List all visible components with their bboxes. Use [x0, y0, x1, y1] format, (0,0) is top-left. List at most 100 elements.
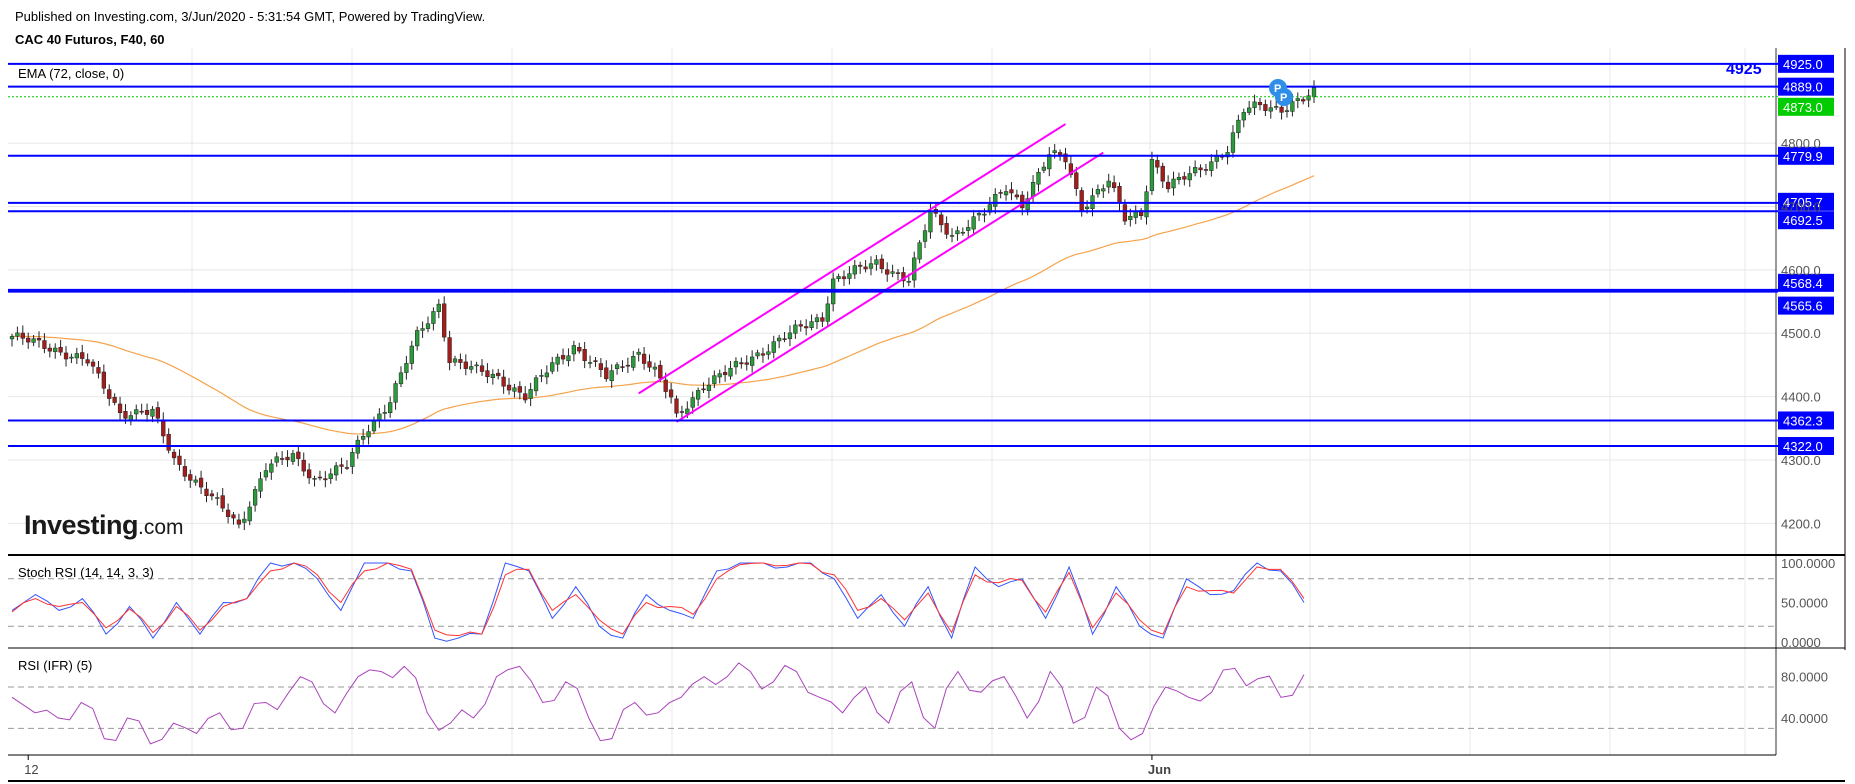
candle-body	[874, 259, 879, 265]
candle-body	[323, 478, 328, 481]
candle-body	[247, 506, 252, 522]
candle-body	[350, 452, 355, 467]
candle-body	[733, 361, 739, 368]
candle-body	[798, 324, 803, 327]
candle-body	[820, 317, 825, 322]
candle-body	[722, 372, 728, 376]
y-tick-label: 80.0000	[1781, 670, 1828, 685]
candle-body	[971, 216, 976, 230]
candle-body	[550, 362, 555, 372]
rsi-pane: 40.0000 80.0000 RSI (IFR) (5)	[8, 658, 1828, 745]
candle-body	[652, 366, 658, 370]
logo-brand: Investing	[24, 510, 139, 540]
candle-body	[63, 352, 69, 360]
candle-body	[1257, 101, 1263, 106]
level-tag	[1778, 411, 1834, 430]
x-tick-label: Jun	[1148, 762, 1171, 777]
candle-body	[506, 384, 512, 391]
ema-line	[11, 175, 1315, 435]
candle-body	[1160, 165, 1165, 182]
candle-body	[782, 338, 787, 340]
candle-body	[301, 459, 306, 472]
price-tag-top: 4925	[1726, 61, 1762, 78]
candle-body	[631, 356, 636, 368]
candle-body	[944, 223, 949, 235]
candle-body	[1063, 153, 1068, 163]
candle-body	[1079, 190, 1084, 211]
candle-body	[161, 419, 166, 437]
y-tick-label: 4500.0	[1781, 326, 1821, 341]
candle-body	[1295, 98, 1300, 101]
candle-body	[668, 389, 674, 398]
candle-body	[431, 311, 436, 324]
candle-body	[20, 332, 25, 339]
candle-body	[242, 518, 247, 523]
candle-body	[1209, 161, 1214, 171]
candle-body	[1193, 167, 1198, 174]
candle-body	[982, 213, 987, 216]
candle-body	[501, 376, 506, 387]
candle-body	[917, 242, 922, 260]
candle-body	[382, 412, 387, 414]
ema-label: EMA (72, close, 0)	[18, 66, 124, 81]
pane-title: Stoch RSI (14, 14, 3, 3)	[18, 565, 154, 580]
candle-body	[296, 451, 301, 459]
candle-body	[598, 363, 604, 370]
candle-body	[771, 341, 776, 353]
candle-body	[955, 230, 960, 235]
candle-body	[496, 372, 501, 377]
candle-body	[1074, 172, 1079, 189]
candle-body	[1171, 178, 1176, 189]
candle-body	[912, 257, 917, 281]
candle-body	[523, 393, 528, 401]
candle-body	[1236, 119, 1241, 133]
candle-body	[96, 367, 101, 374]
candle-body	[1311, 87, 1317, 98]
level-tag-label: 4692.5	[1783, 213, 1823, 228]
candle-body	[334, 465, 339, 476]
candle-body	[1025, 198, 1030, 211]
level-tag	[1778, 436, 1834, 455]
candle-body	[485, 370, 490, 377]
candle-body	[1187, 173, 1192, 181]
candle-body	[85, 359, 90, 364]
candle-body	[1068, 163, 1074, 175]
candle-body	[409, 345, 414, 364]
candle-body	[139, 410, 144, 413]
candle-body	[609, 370, 614, 381]
candle-body	[80, 352, 85, 359]
candle-body	[425, 323, 431, 329]
candle-body	[236, 519, 242, 525]
candle-body	[712, 375, 717, 384]
candle-body	[415, 330, 420, 347]
candle-body	[279, 458, 285, 460]
candle-body	[1133, 211, 1138, 218]
candle-body	[252, 489, 258, 506]
candle-body	[117, 403, 123, 413]
level-tag-label: 4925.0	[1783, 57, 1823, 72]
candle-body	[744, 362, 749, 365]
candle-body	[134, 409, 139, 415]
candle-body	[15, 332, 20, 337]
candle-body	[1122, 204, 1128, 222]
levels-layer: 4925.0 4889.0 4779.9 4705.7 4692.5 4568.4 4565…	[8, 54, 1834, 455]
candle-body	[58, 347, 63, 353]
candle-body	[150, 408, 155, 417]
candle-body	[1274, 106, 1279, 108]
candle-body	[361, 436, 366, 440]
rsi-series-line	[11, 662, 1305, 745]
candle-body	[26, 337, 31, 343]
candle-body	[269, 463, 274, 473]
candle-body	[879, 258, 884, 270]
candle-body	[1095, 189, 1101, 195]
candle-body	[447, 337, 452, 363]
level-tag-label: 4568.4	[1783, 276, 1823, 291]
candle-body	[1268, 107, 1273, 112]
logo-suffix: .com	[138, 516, 184, 539]
candle-body	[987, 204, 992, 213]
candle-body	[966, 227, 971, 231]
y-tick-label: 4200.0	[1781, 516, 1821, 531]
candles-layer	[9, 80, 1317, 531]
candle-body	[1020, 194, 1025, 209]
